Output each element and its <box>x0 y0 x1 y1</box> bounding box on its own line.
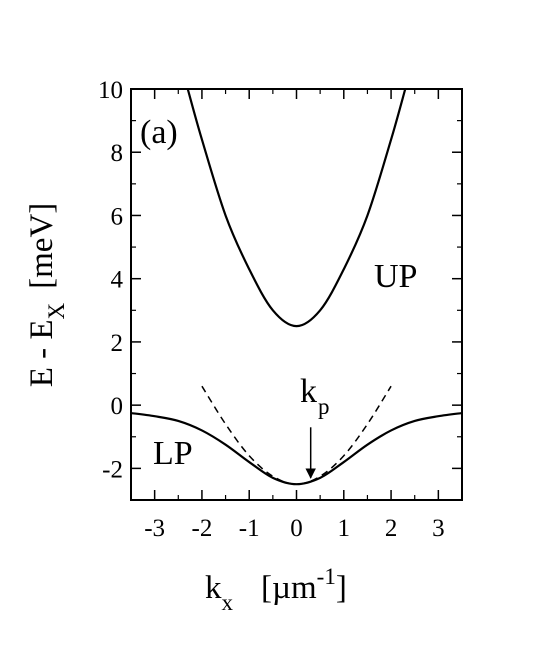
x-tick-label: -2 <box>192 515 213 542</box>
x-tick-label: 2 <box>385 515 398 542</box>
y-tick-label: 2 <box>111 330 124 357</box>
y-axis: -2 0 2 4 6 8 10 <box>98 77 462 501</box>
x-tick-label: 3 <box>432 515 445 542</box>
y-tick-label: -2 <box>102 456 123 483</box>
y-tick-label: 6 <box>111 203 124 230</box>
x-axis-title-unit-close: ] <box>336 570 347 606</box>
y-tick-label: 8 <box>111 140 124 167</box>
plot-area <box>131 89 462 486</box>
y-axis-title-main: E - E <box>24 319 60 387</box>
y-tick-label: 0 <box>111 393 124 420</box>
series-line-lp <box>131 411 462 486</box>
x-tick-label: 0 <box>290 515 303 542</box>
x-tick-label: -3 <box>144 515 165 542</box>
series-line-dashed-2 <box>201 385 392 485</box>
panel-label: (a) <box>140 114 178 151</box>
x-axis-title-main: k <box>205 570 222 606</box>
kp-label: kp <box>300 373 330 419</box>
y-axis-title-sub: X <box>44 302 69 319</box>
kp-label-main: k <box>300 373 317 410</box>
series-line-up <box>186 89 407 328</box>
x-axis: -3 -2 -1 0 1 2 3 <box>144 89 445 542</box>
series-label-lp: LP <box>153 435 193 472</box>
y-tick-label: 10 <box>98 77 123 104</box>
kp-label-sub: p <box>318 394 330 419</box>
y-axis-title-unit: [meV] <box>24 203 60 289</box>
x-axis-title-unit: [µm <box>261 570 317 606</box>
y-tick-label: 4 <box>111 267 124 294</box>
series-label-up: UP <box>374 258 417 295</box>
x-axis-title-sub: x <box>222 590 234 615</box>
x-axis-title-unit-sup: -1 <box>317 564 336 589</box>
y-axis-title: E - EX [meV] <box>24 203 69 388</box>
x-tick-label: -1 <box>239 515 260 542</box>
x-tick-label: 1 <box>338 515 351 542</box>
x-axis-title: kx [µm-1] <box>205 564 347 615</box>
